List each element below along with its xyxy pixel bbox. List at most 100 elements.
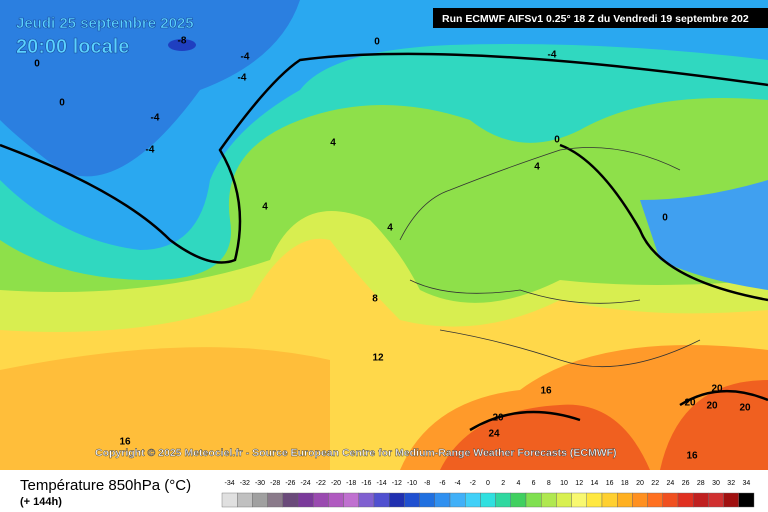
scale-label: 16 (606, 480, 614, 487)
scale-swatch (723, 492, 739, 508)
scale-swatch (328, 492, 344, 508)
contour-label: 4 (534, 162, 540, 173)
scale-label: 28 (697, 480, 705, 487)
contour-0 (559, 143, 768, 302)
contour-label: 0 (374, 37, 380, 48)
scale-swatch (343, 492, 360, 508)
scale-swatch (267, 492, 284, 508)
footer-subtitle: (+ 144h) (20, 496, 62, 508)
scale-label: -10 (407, 480, 417, 487)
scale-label: 12 (575, 480, 583, 487)
scale-swatch (510, 492, 527, 508)
contour-label: 16 (686, 451, 698, 462)
contour-label: -4 (151, 113, 160, 124)
scale-label: 32 (727, 480, 735, 487)
copyright: Copyright © 2025 Meteociel.fr - Source E… (95, 447, 617, 459)
hot-field (440, 404, 650, 470)
scale-swatch (252, 492, 268, 508)
very-cold-field (168, 39, 196, 51)
scale-label: 8 (547, 480, 551, 487)
contour-label: 20 (492, 413, 504, 424)
contour-label: 20 (711, 384, 723, 395)
scale-swatch (662, 492, 679, 508)
contour-label: -4 (146, 145, 155, 156)
contour-label: 20 (684, 398, 696, 409)
scale-label: 4 (516, 480, 520, 487)
cold-field (640, 180, 768, 290)
scale-label: -20 (331, 480, 341, 487)
scale-label: 20 (636, 480, 644, 487)
scale-swatch (677, 492, 694, 508)
scale-swatch (571, 492, 587, 508)
scale-label: -34 (225, 480, 235, 487)
scale-label: -30 (255, 480, 265, 487)
contour-label: 4 (262, 202, 268, 213)
scale-swatch (586, 492, 603, 508)
contour-label: 0 (34, 59, 40, 70)
scale-label: 14 (591, 480, 599, 487)
contour-label: 12 (372, 353, 384, 364)
contour-label: 24 (488, 429, 500, 440)
scale-swatch (556, 492, 572, 508)
scale-swatch (389, 492, 405, 508)
scale-label: 2 (501, 480, 505, 487)
run-banner (433, 8, 768, 28)
scale-label: 22 (651, 480, 659, 487)
scale-label: 6 (532, 480, 536, 487)
scale-swatch (693, 492, 709, 508)
coastline (399, 147, 701, 368)
scale-label: -6 (439, 480, 445, 487)
contour-0 (0, 52, 768, 264)
scale-swatch (525, 492, 542, 508)
scale-label: -18 (346, 480, 356, 487)
forecast-time: 20:00 locale (16, 36, 129, 58)
contour-label: 20 (739, 403, 751, 414)
contour-label: 16 (540, 386, 552, 397)
scale-swatch (282, 492, 299, 508)
footer-title: Température 850hPa (°C) (20, 477, 191, 494)
scale-swatch (358, 492, 375, 508)
scale-swatch (617, 492, 633, 508)
scale-label: 26 (682, 480, 690, 487)
scale-label: -32 (240, 480, 250, 487)
scale-label: 18 (621, 480, 629, 487)
scale-swatch (373, 492, 390, 508)
scale-label: 34 (743, 480, 751, 487)
scale-swatch (632, 492, 648, 508)
contour-20 (469, 389, 768, 432)
contour-label: 8 (372, 294, 378, 305)
contour-label: 4 (330, 138, 336, 149)
scale-label: 30 (712, 480, 720, 487)
scale-swatch (708, 492, 724, 508)
scale-swatch (465, 492, 481, 508)
scale-label: -28 (270, 480, 280, 487)
scale-swatch (221, 492, 238, 508)
run-info: Run ECMWF AIFSv1 0.25° 18 Z du Vendredi … (442, 13, 749, 25)
contour-label: 0 (59, 98, 65, 109)
contour-label: 16 (119, 437, 131, 448)
scale-label: -2 (470, 480, 476, 487)
contour-label: 0 (554, 135, 560, 146)
scale-label: 10 (560, 480, 568, 487)
scale-label: -14 (377, 480, 387, 487)
scale-label: 0 (486, 480, 490, 487)
contour-label: -4 (548, 50, 557, 61)
warm-field (0, 347, 330, 470)
scale-label: -24 (301, 480, 311, 487)
forecast-date: Jeudi 25 septembre 2025 (16, 15, 194, 32)
contour-label: -8 (178, 36, 187, 47)
scale-label: -4 (454, 480, 460, 487)
scale-label: 24 (667, 480, 675, 487)
scale-swatch (434, 492, 451, 508)
contour-label: 4 (387, 223, 393, 234)
scale-swatch (541, 492, 557, 508)
scale-swatch (449, 492, 466, 508)
scale-label: -12 (392, 480, 402, 487)
scale-swatch (419, 492, 436, 508)
scale-swatch (313, 492, 329, 508)
scale-swatch (236, 492, 253, 508)
contour-label: 0 (662, 213, 668, 224)
scale-swatch (297, 492, 314, 508)
